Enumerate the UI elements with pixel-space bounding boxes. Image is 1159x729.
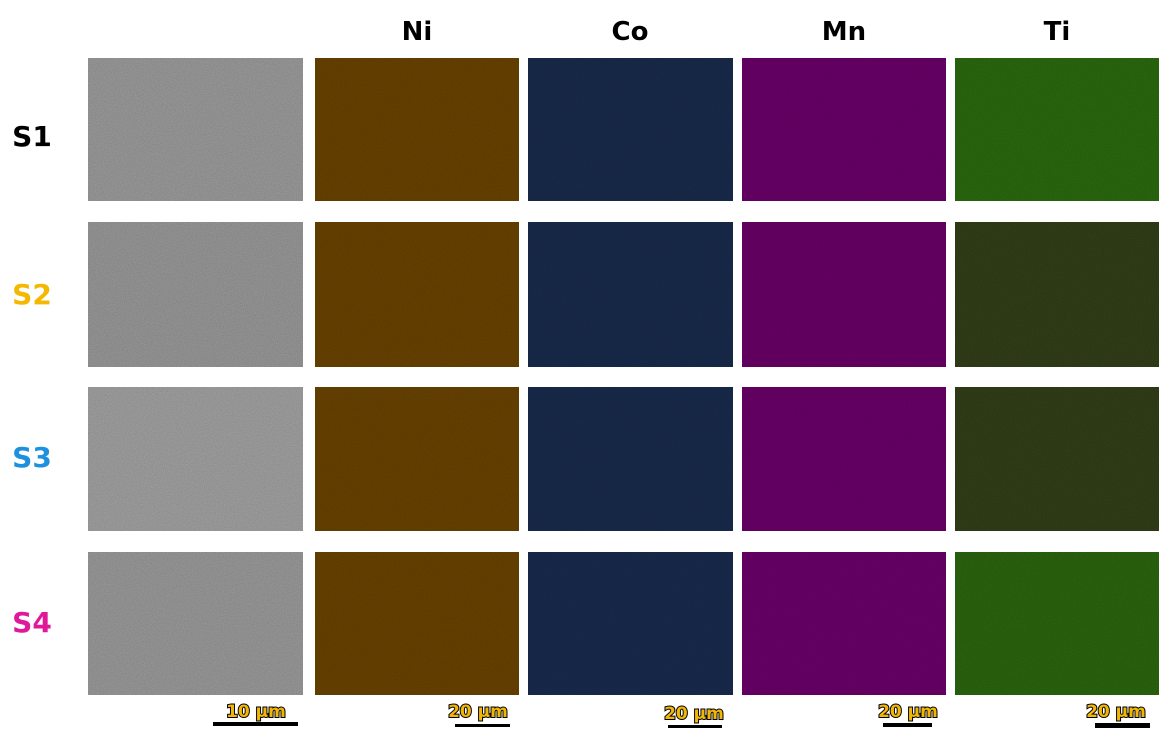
- scale-bar: [883, 723, 932, 727]
- figure: Ni Co Mn Ti S1 S2 S3 S4 10 μm 20 μm 20 μ…: [0, 0, 1159, 729]
- eds-map: [955, 387, 1159, 531]
- sem-image: [88, 222, 303, 367]
- column-header: Co: [612, 17, 649, 47]
- scale-bar: [455, 724, 510, 727]
- scale-bar: [1095, 723, 1150, 728]
- sem-image: [88, 58, 303, 201]
- scale-bar-label: 20 μm: [1086, 702, 1146, 722]
- eds-map: [315, 58, 519, 201]
- eds-map: [742, 387, 946, 531]
- eds-map: [955, 58, 1159, 201]
- row-label: S1: [12, 120, 52, 153]
- eds-map: [528, 222, 733, 367]
- eds-map: [955, 222, 1159, 367]
- row-label: S4: [12, 606, 52, 639]
- scale-bar: [668, 725, 722, 728]
- eds-map: [528, 387, 733, 531]
- panels: [88, 58, 1159, 695]
- column-header: Mn: [822, 17, 866, 47]
- column-header: Ni: [402, 17, 433, 47]
- eds-map: [742, 222, 946, 367]
- scale-bar-label: 20 μm: [878, 702, 938, 722]
- eds-map: [528, 58, 733, 201]
- eds-map: [315, 222, 519, 367]
- eds-map: [315, 552, 519, 695]
- eds-map: [955, 552, 1159, 695]
- eds-map: [742, 552, 946, 695]
- row-label: S2: [12, 278, 52, 311]
- scale-bar-label: 20 μm: [664, 704, 724, 724]
- scale-bar-label: 10 μm: [226, 702, 286, 722]
- column-header: Ti: [1044, 17, 1071, 47]
- scale-bar: [213, 722, 298, 726]
- row-label: S3: [12, 441, 52, 474]
- sem-image: [88, 552, 303, 695]
- eds-map: [528, 552, 733, 695]
- scale-bar-label: 20 μm: [448, 702, 508, 722]
- eds-map: [315, 387, 519, 531]
- sem-image: [88, 387, 303, 531]
- eds-map: [742, 58, 946, 201]
